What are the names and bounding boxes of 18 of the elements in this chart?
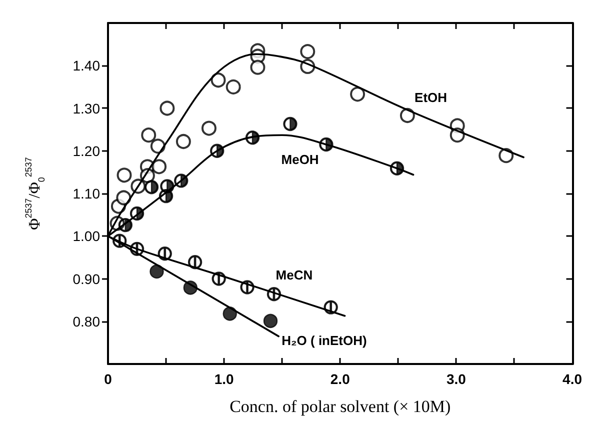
y-axis-title: Φ2537/Φ02537 <box>24 157 46 230</box>
x-tick-label: 3.0 <box>446 371 466 387</box>
y-tick-label: 0.80 <box>72 313 100 330</box>
x-tick-label: 4.0 <box>562 371 582 387</box>
x-tick-label: 0 <box>104 371 112 387</box>
x-tick-label: 2.0 <box>330 371 350 387</box>
y-tick-label: 1.40 <box>72 58 100 74</box>
y-tick-label: 1.20 <box>72 142 100 159</box>
series-label: MeCN <box>276 267 313 282</box>
x-tick-label: 1.0 <box>214 371 234 387</box>
y-tick-label: 1.00 <box>72 228 100 244</box>
y-tick-label: 1.30 <box>72 100 100 116</box>
x-axis-title: Concn. of polar solvent (× 10M) <box>230 397 451 416</box>
y-tick-label: 0.90 <box>72 270 100 287</box>
series-label: H₂O ( inEtOH) <box>282 332 367 348</box>
y-tick-label: 1.10 <box>72 186 100 202</box>
series-label: MeOH <box>281 152 319 168</box>
series-label: EtOH <box>414 90 448 105</box>
